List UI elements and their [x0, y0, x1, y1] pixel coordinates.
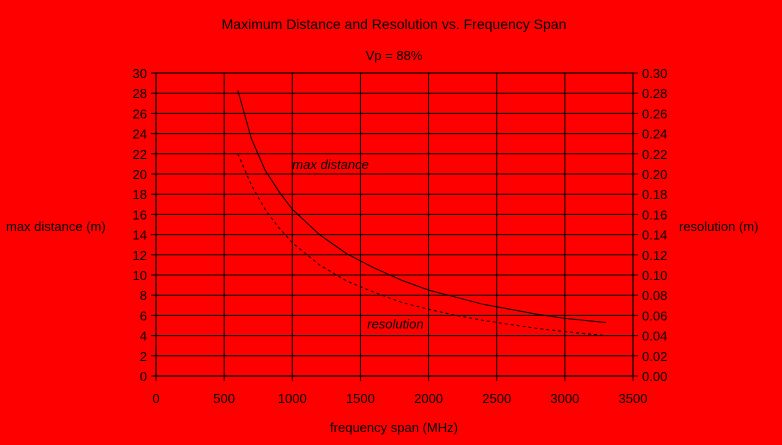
y-tick-label-right: 0.28: [642, 86, 667, 101]
y-tick-label-left: 2: [140, 349, 147, 364]
x-tick-label: 500: [213, 391, 235, 406]
y-tick-label-left: 26: [133, 106, 147, 121]
y-tick-label-right: 0.26: [642, 106, 667, 121]
x-tick-label: 3000: [550, 391, 579, 406]
y-tick-label-right: 0.08: [642, 288, 667, 303]
axes: [151, 72, 638, 381]
y-tick-label-left: 10: [133, 268, 147, 283]
x-tick-label: 3500: [619, 391, 648, 406]
x-tick-label: 2000: [414, 391, 443, 406]
y-tick-label-right: 0.24: [642, 127, 667, 142]
y-tick-label-right: 0.10: [642, 268, 667, 283]
y-tick-label-left: 0: [140, 369, 147, 384]
y-tick-label-right: 0.22: [642, 147, 667, 162]
tick-labels: 0 0.00 2 0.02 4 0.04 6 0.06 8 0.08 10 0.10 12 0.12 14 0…: [133, 66, 668, 406]
x-tick-label: 0: [152, 391, 159, 406]
x-tick-label: 1500: [346, 391, 375, 406]
y-tick-label-right: 0.14: [642, 228, 667, 243]
y-tick-label-left: 18: [133, 187, 147, 202]
y-tick-label-left: 16: [133, 207, 147, 222]
series-group: [237, 90, 606, 337]
grid-lines: [155, 72, 634, 377]
y-tick-label-right: 0.04: [642, 329, 667, 344]
x-axis-label: frequency span (MHz): [330, 420, 458, 435]
y-tick-label-left: 12: [133, 248, 147, 263]
plot-frame: [155, 72, 634, 377]
annotation-max-distance: max distance: [292, 157, 369, 172]
annotations: max distance resolution: [292, 157, 423, 332]
x-tick-label: 2500: [482, 391, 511, 406]
y-tick-label-left: 24: [133, 127, 147, 142]
y-axis-label-left: max distance (m): [6, 219, 106, 234]
y-tick-label-left: 28: [133, 86, 147, 101]
chart-title: Maximum Distance and Resolution vs. Freq…: [222, 16, 567, 32]
y-tick-label-right: 0.06: [642, 308, 667, 323]
series-max-distance-line: [237, 90, 606, 323]
y-tick-label-right: 0.16: [642, 207, 667, 222]
y-tick-label-left: 22: [133, 147, 147, 162]
x-tick-label: 1000: [278, 391, 307, 406]
y-tick-label-right: 0.18: [642, 187, 667, 202]
y-tick-label-right: 0.02: [642, 349, 667, 364]
y-tick-label-left: 6: [140, 308, 147, 323]
annotation-resolution: resolution: [367, 317, 423, 332]
y-tick-label-left: 20: [133, 167, 147, 182]
y-tick-label-left: 8: [140, 288, 147, 303]
series-resolution-line: [237, 153, 606, 337]
y-tick-label-left: 4: [140, 329, 147, 344]
y-tick-label-right: 0.30: [642, 66, 667, 81]
y-tick-label-right: 0.00: [642, 369, 667, 384]
y-axis-label-right: resolution (m): [679, 219, 758, 234]
y-tick-label-left: 14: [133, 228, 147, 243]
y-tick-label-right: 0.12: [642, 248, 667, 263]
y-tick-label-right: 0.20: [642, 167, 667, 182]
y-tick-label-left: 30: [133, 66, 147, 81]
chart-subtitle: Vp = 88%: [366, 48, 423, 63]
